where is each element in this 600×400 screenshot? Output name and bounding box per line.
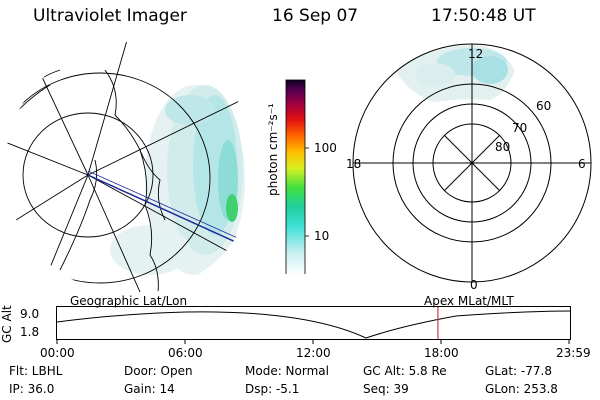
lat-label-80: 80 — [495, 140, 511, 154]
altitude-curve — [56, 310, 571, 339]
colorbar-unit-label: photon cm⁻²s⁻¹ — [266, 103, 280, 196]
info-glat: GLat: -77.8 — [485, 364, 552, 378]
mlt-label-12: 12 — [468, 47, 484, 61]
altitude-timeline-plot — [56, 306, 571, 344]
geographic-image-panel — [5, 42, 257, 292]
altitude-xtick-1800: 18:00 — [424, 346, 459, 360]
info-gc-alt: GC Alt: 5.8 Re — [363, 364, 447, 378]
mlt-label-6: 6 — [578, 157, 586, 171]
aurora-emission — [110, 85, 245, 275]
altitude-xtick-0000: 00:00 — [40, 346, 75, 360]
lat-label-70: 70 — [512, 121, 528, 135]
colorbar-tick-100: 100 — [314, 141, 337, 155]
info-gain: Gain: 14 — [124, 382, 175, 396]
altitude-ytick-low: 1.8 — [20, 325, 40, 339]
lat-label-60: 60 — [536, 99, 552, 113]
info-mode: Mode: Normal — [245, 364, 329, 378]
info-glon: GLon: 253.8 — [485, 382, 558, 396]
mlt-label-18: 18 — [346, 157, 362, 171]
color-scale-bar — [285, 79, 309, 274]
altitude-xtick-1200: 12:00 — [296, 346, 331, 360]
header-date: 16 Sep 07 — [272, 6, 359, 26]
altitude-ylabel: GC Alt — [0, 305, 14, 343]
orbit-track — [87, 170, 257, 255]
altitude-xtick-marks — [56, 339, 570, 344]
info-filter: Flt: LBHL — [9, 364, 63, 378]
colorbar-tick-10: 10 — [314, 229, 330, 243]
info-door: Door: Open — [124, 364, 193, 378]
geographic-caption: Geographic Lat/Lon — [70, 294, 188, 308]
app-title: Ultraviolet Imager — [33, 6, 187, 26]
info-ip: IP: 36.0 — [9, 382, 55, 396]
apex-caption: Apex MLat/MLT — [424, 294, 514, 308]
altitude-xtick-2359: 23:59 — [556, 346, 591, 360]
polar-mlt-plot — [352, 43, 592, 283]
polar-aurora-emission — [395, 45, 515, 102]
header-time: 17:50:48 UT — [431, 6, 536, 26]
altitude-ytick-high: 9.0 — [20, 307, 40, 321]
info-seq: Seq: 39 — [363, 382, 409, 396]
altitude-plot-frame — [56, 306, 571, 340]
info-dsp: Dsp: -5.1 — [245, 382, 300, 396]
mlt-label-0: 0 — [470, 278, 478, 292]
altitude-xtick-0600: 06:00 — [168, 346, 203, 360]
polar-grid — [352, 43, 592, 283]
